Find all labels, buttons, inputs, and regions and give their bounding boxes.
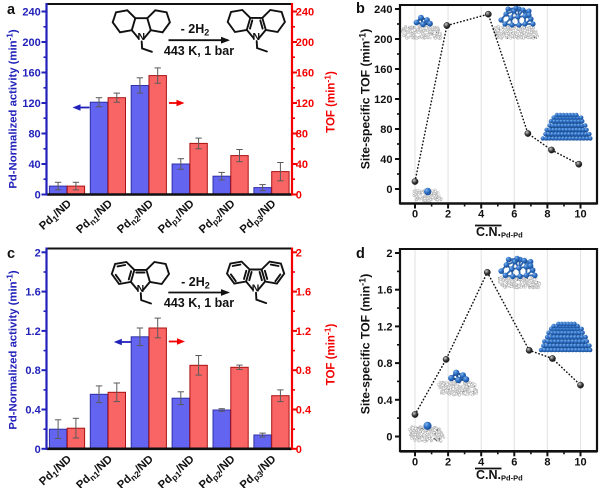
svg-text:2: 2 <box>445 209 451 221</box>
svg-text:a: a <box>7 2 16 18</box>
svg-text:160: 160 <box>374 64 392 76</box>
svg-text:Pdp2/ND: Pdp2/ND <box>197 198 239 237</box>
svg-text:Pd1/ND: Pd1/ND <box>37 453 75 488</box>
svg-text:1.2: 1.2 <box>25 326 40 338</box>
svg-text:10: 10 <box>574 209 586 221</box>
svg-text:Pd-Normalized activity (min-1): Pd-Normalized activity (min-1) <box>5 29 20 189</box>
svg-text:200: 200 <box>296 37 314 49</box>
svg-text:0.4: 0.4 <box>377 395 393 407</box>
svg-text:N: N <box>137 283 145 295</box>
svg-text:Pdn1/ND: Pdn1/ND <box>74 453 116 488</box>
svg-text:c: c <box>7 246 15 262</box>
svg-text:0: 0 <box>386 432 392 444</box>
svg-text:80: 80 <box>28 129 40 141</box>
svg-text:Pdn2/ND: Pdn2/ND <box>115 198 157 237</box>
svg-text:1.6: 1.6 <box>377 285 392 297</box>
svg-text:0.8: 0.8 <box>377 358 392 370</box>
svg-text:443 K, 1 bar: 443 K, 1 bar <box>164 296 234 310</box>
svg-text:160: 160 <box>22 68 40 80</box>
svg-text:160: 160 <box>296 68 314 80</box>
svg-text:0: 0 <box>412 209 418 221</box>
svg-text:1.2: 1.2 <box>296 326 311 338</box>
svg-text:0: 0 <box>296 190 302 202</box>
svg-text:Pdp1/ND: Pdp1/ND <box>156 198 198 237</box>
svg-text:240: 240 <box>22 7 40 19</box>
svg-text:0: 0 <box>35 190 41 202</box>
svg-text:40: 40 <box>296 159 308 171</box>
svg-text:240: 240 <box>296 7 314 19</box>
svg-text:200: 200 <box>22 37 40 49</box>
svg-text:6: 6 <box>511 457 517 469</box>
svg-text:Pdp2/ND: Pdp2/ND <box>197 453 239 488</box>
svg-text:0: 0 <box>386 184 392 196</box>
svg-text:120: 120 <box>296 98 314 110</box>
svg-text:C.N.Pd-Pd: C.N.Pd-Pd <box>476 225 523 240</box>
svg-text:Pd1/ND: Pd1/ND <box>37 198 75 234</box>
svg-text:Pdn1/ND: Pdn1/ND <box>74 198 116 237</box>
svg-text:N: N <box>252 283 260 295</box>
svg-text:2: 2 <box>296 247 302 259</box>
svg-text:4: 4 <box>478 209 485 221</box>
svg-text:443 K, 1 bar: 443 K, 1 bar <box>164 44 234 58</box>
svg-text:0.4: 0.4 <box>25 405 41 417</box>
svg-text:40: 40 <box>28 159 40 171</box>
svg-text:240: 240 <box>374 4 392 16</box>
svg-text:6: 6 <box>511 209 517 221</box>
svg-text:2: 2 <box>386 248 392 260</box>
svg-text:120: 120 <box>22 98 40 110</box>
svg-text:0: 0 <box>296 444 302 456</box>
svg-text:0: 0 <box>412 457 418 469</box>
svg-text:TOF (min-1): TOF (min-1) <box>323 71 338 133</box>
svg-text:N: N <box>138 31 146 43</box>
svg-text:0.4: 0.4 <box>296 405 312 417</box>
svg-text:2: 2 <box>445 457 451 469</box>
svg-text:Pdp3/ND: Pdp3/ND <box>238 453 280 488</box>
svg-text:10: 10 <box>574 457 586 469</box>
svg-text:- 2H2: - 2H2 <box>181 275 210 291</box>
svg-text:4: 4 <box>478 457 485 469</box>
svg-text:80: 80 <box>296 129 308 141</box>
svg-text:TOF (min-1): TOF (min-1) <box>323 324 338 386</box>
svg-text:b: b <box>356 1 365 17</box>
svg-text:C.N.Pd-Pd: C.N.Pd-Pd <box>476 468 523 483</box>
svg-text:2: 2 <box>35 247 41 259</box>
svg-text:200: 200 <box>374 34 392 46</box>
svg-text:80: 80 <box>380 124 392 136</box>
svg-text:1.6: 1.6 <box>25 287 40 299</box>
svg-text:0: 0 <box>35 444 41 456</box>
svg-text:0.8: 0.8 <box>296 365 311 377</box>
svg-text:0.8: 0.8 <box>25 365 40 377</box>
svg-text:8: 8 <box>544 457 550 469</box>
svg-text:Pdp3/ND: Pdp3/ND <box>238 198 280 237</box>
svg-text:8: 8 <box>544 209 550 221</box>
svg-text:Site-specific TOF (min-1): Site-specific TOF (min-1) <box>358 274 373 415</box>
svg-text:1.2: 1.2 <box>377 321 392 333</box>
svg-text:- 2H2: - 2H2 <box>181 22 210 38</box>
svg-text:Pd-Normalized activity (min-1): Pd-Normalized activity (min-1) <box>5 270 20 430</box>
svg-text:Pdn2/ND: Pdn2/ND <box>115 453 157 488</box>
svg-text:120: 120 <box>374 94 392 106</box>
svg-text:d: d <box>356 246 365 262</box>
svg-text:Site-specific TOF (min-1): Site-specific TOF (min-1) <box>358 29 373 170</box>
svg-text:Pdp1/ND: Pdp1/ND <box>156 453 198 488</box>
svg-text:40: 40 <box>380 154 392 166</box>
svg-text:1.6: 1.6 <box>296 287 311 299</box>
svg-text:N: N <box>253 31 261 43</box>
